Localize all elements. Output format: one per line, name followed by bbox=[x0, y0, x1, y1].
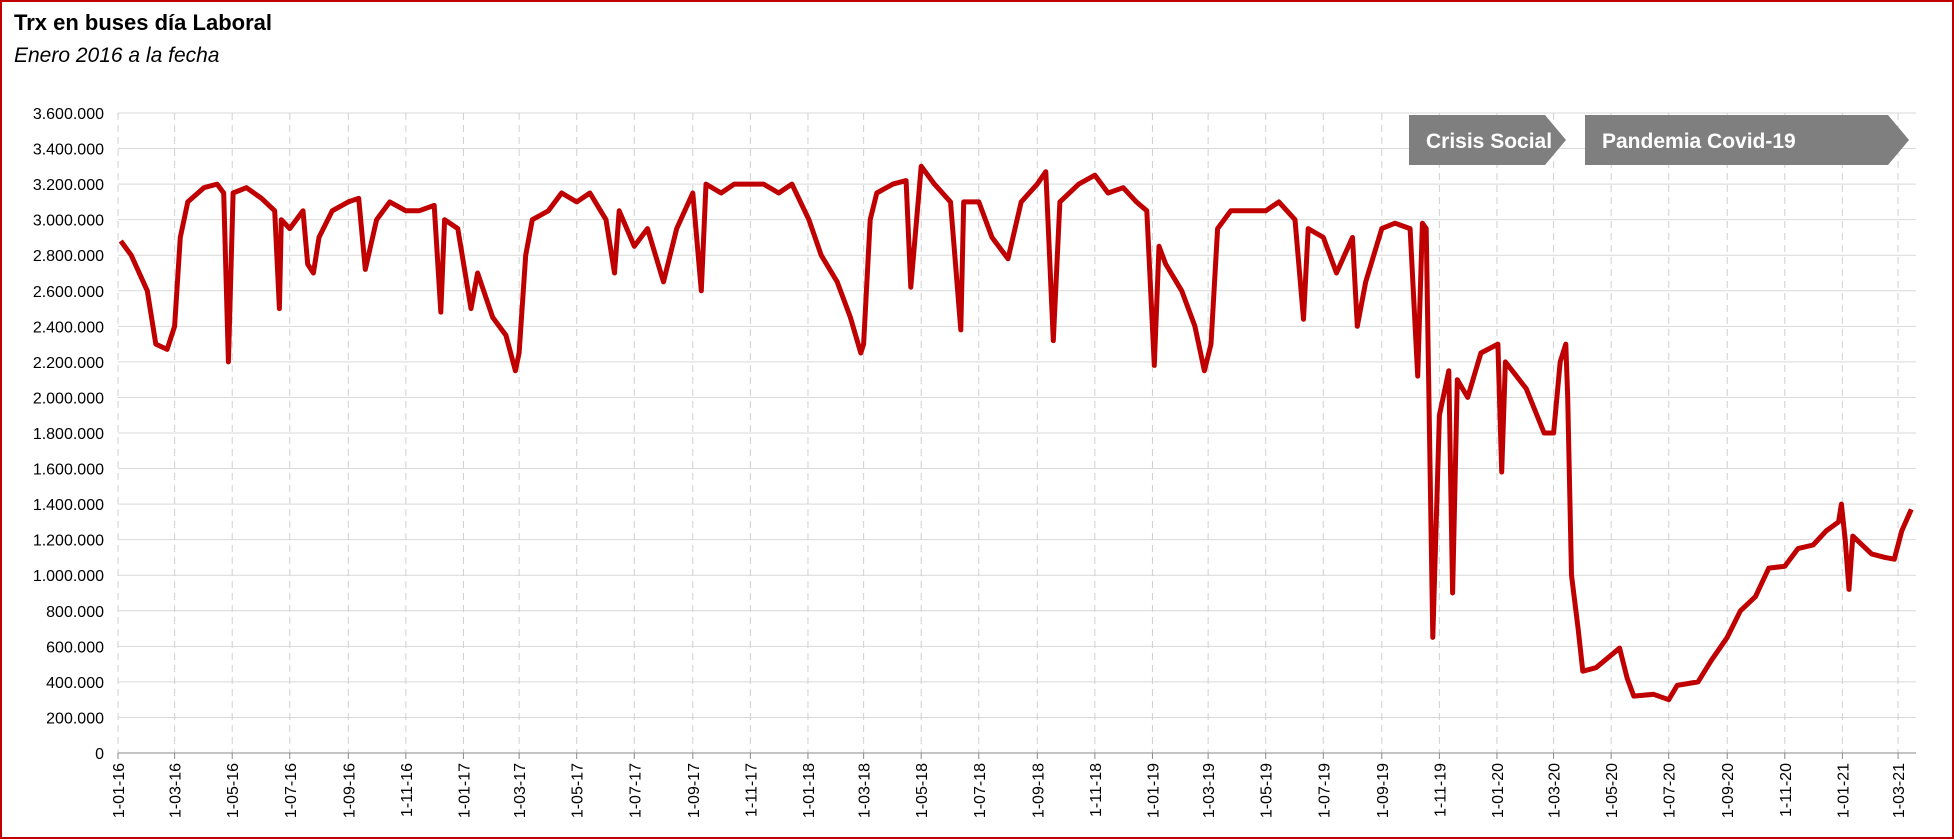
y-tick-label: 2.600.000 bbox=[33, 284, 104, 301]
x-tick-label: 1-03-20 bbox=[1547, 763, 1564, 818]
line bbox=[118, 163, 1914, 703]
y-tick-label: 1.600.000 bbox=[33, 462, 104, 479]
x-tick-label: 1-09-18 bbox=[1030, 763, 1047, 818]
y-tick-label: 1.800.000 bbox=[33, 426, 104, 443]
x-tick-label: 1-11-20 bbox=[1778, 763, 1795, 817]
x-tick-label: 1-07-18 bbox=[972, 763, 989, 818]
annotation: Pandemia Covid-19 bbox=[1602, 130, 1796, 153]
x-tick-label: 1-11-16 bbox=[399, 763, 416, 817]
x-tick-label: 1-05-19 bbox=[1259, 763, 1276, 818]
x-tick-label: 1-09-20 bbox=[1720, 763, 1737, 818]
x-tick-label: 1-01-18 bbox=[801, 763, 818, 818]
x-tick-label: 1-11-18 bbox=[1088, 763, 1105, 817]
y-tick-label: 3.400.000 bbox=[33, 142, 104, 159]
y-tick-label: 3.600.000 bbox=[33, 106, 104, 123]
x-tick-label: 1-01-16 bbox=[111, 763, 128, 818]
x-tick-label: 1-05-18 bbox=[914, 763, 931, 818]
x-tick-label: 1-09-19 bbox=[1375, 763, 1392, 818]
x-tick-label: 1-11-17 bbox=[743, 763, 760, 817]
x-tick-label: 1-01-17 bbox=[456, 763, 473, 818]
chart-title: Trx en buses día Laboral bbox=[14, 10, 272, 35]
y-tick-label: 2.800.000 bbox=[33, 248, 104, 265]
x-tick-label: 1-01-19 bbox=[1145, 763, 1162, 818]
y-tick-label: 0 bbox=[95, 746, 104, 763]
x-tick-label: 1-11-19 bbox=[1432, 763, 1449, 817]
y-tick-label: 2.000.000 bbox=[33, 390, 104, 407]
x-tick-label: 1-03-19 bbox=[1201, 763, 1218, 818]
x-tick-label: 1-05-17 bbox=[570, 763, 587, 818]
y-tick-label: 2.200.000 bbox=[33, 355, 104, 372]
annotation: Crisis Social bbox=[1426, 130, 1552, 153]
x-tick-label: 1-09-16 bbox=[341, 763, 358, 818]
x-tick-label: 1-01-21 bbox=[1835, 763, 1852, 818]
y-tick-label: 3.000.000 bbox=[33, 213, 104, 230]
y-tick-label: 400.000 bbox=[46, 675, 104, 692]
x-tick-label: 1-03-17 bbox=[512, 763, 529, 818]
plot bbox=[118, 163, 1914, 703]
x-tick-label: 1-03-21 bbox=[1891, 763, 1908, 818]
y-tick-label: 600.000 bbox=[46, 639, 104, 656]
x-tick-label: 1-09-17 bbox=[686, 763, 703, 818]
y-tick-label: 1.000.000 bbox=[33, 568, 104, 585]
annotation-arrow bbox=[1585, 115, 1909, 165]
y-tick-label: 2.400.000 bbox=[33, 319, 104, 336]
chart-subtitle: Enero 2016 a la fecha bbox=[14, 44, 220, 67]
y-tick-label: 800.000 bbox=[46, 604, 104, 621]
x-tick-label: 1-05-20 bbox=[1604, 763, 1621, 818]
y-tick-label: 1.400.000 bbox=[33, 497, 104, 514]
x-tick-label: 1-07-16 bbox=[283, 763, 300, 818]
y-tick-label: 1.200.000 bbox=[33, 533, 104, 550]
x-tick-label: 1-05-16 bbox=[225, 763, 242, 818]
x-tick-label: 1-07-19 bbox=[1316, 763, 1333, 818]
grid: 0 200.000 400.000 600.000 800.000 1.000.000 1.… bbox=[33, 106, 1916, 818]
y-tick-label: 200.000 bbox=[46, 710, 104, 727]
x-tick-label: 1-07-20 bbox=[1662, 763, 1679, 818]
x-tick-label: 1-03-16 bbox=[168, 763, 185, 818]
x-tick-label: 1-07-17 bbox=[627, 763, 644, 818]
x-tick-label: 1-01-20 bbox=[1490, 763, 1507, 818]
annotation-arrow bbox=[1409, 115, 1566, 165]
x-tick-label: 1-03-18 bbox=[857, 763, 874, 818]
y-tick-label: 3.200.000 bbox=[33, 177, 104, 194]
